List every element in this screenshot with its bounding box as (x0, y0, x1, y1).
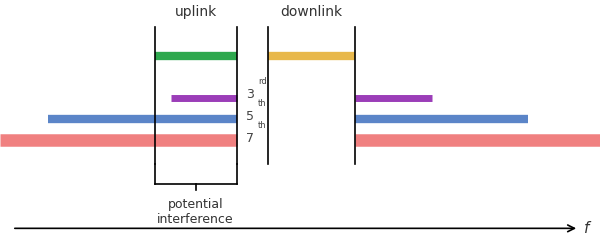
Text: th: th (258, 121, 266, 130)
Text: f: f (584, 221, 589, 233)
Text: rd: rd (258, 77, 267, 86)
Text: potential
interference: potential interference (157, 198, 234, 226)
Text: uplink: uplink (175, 5, 217, 19)
Text: 5: 5 (246, 110, 254, 123)
Text: th: th (258, 99, 266, 108)
Text: 3: 3 (246, 88, 254, 101)
Text: downlink: downlink (280, 5, 343, 19)
Text: 7: 7 (246, 132, 254, 145)
